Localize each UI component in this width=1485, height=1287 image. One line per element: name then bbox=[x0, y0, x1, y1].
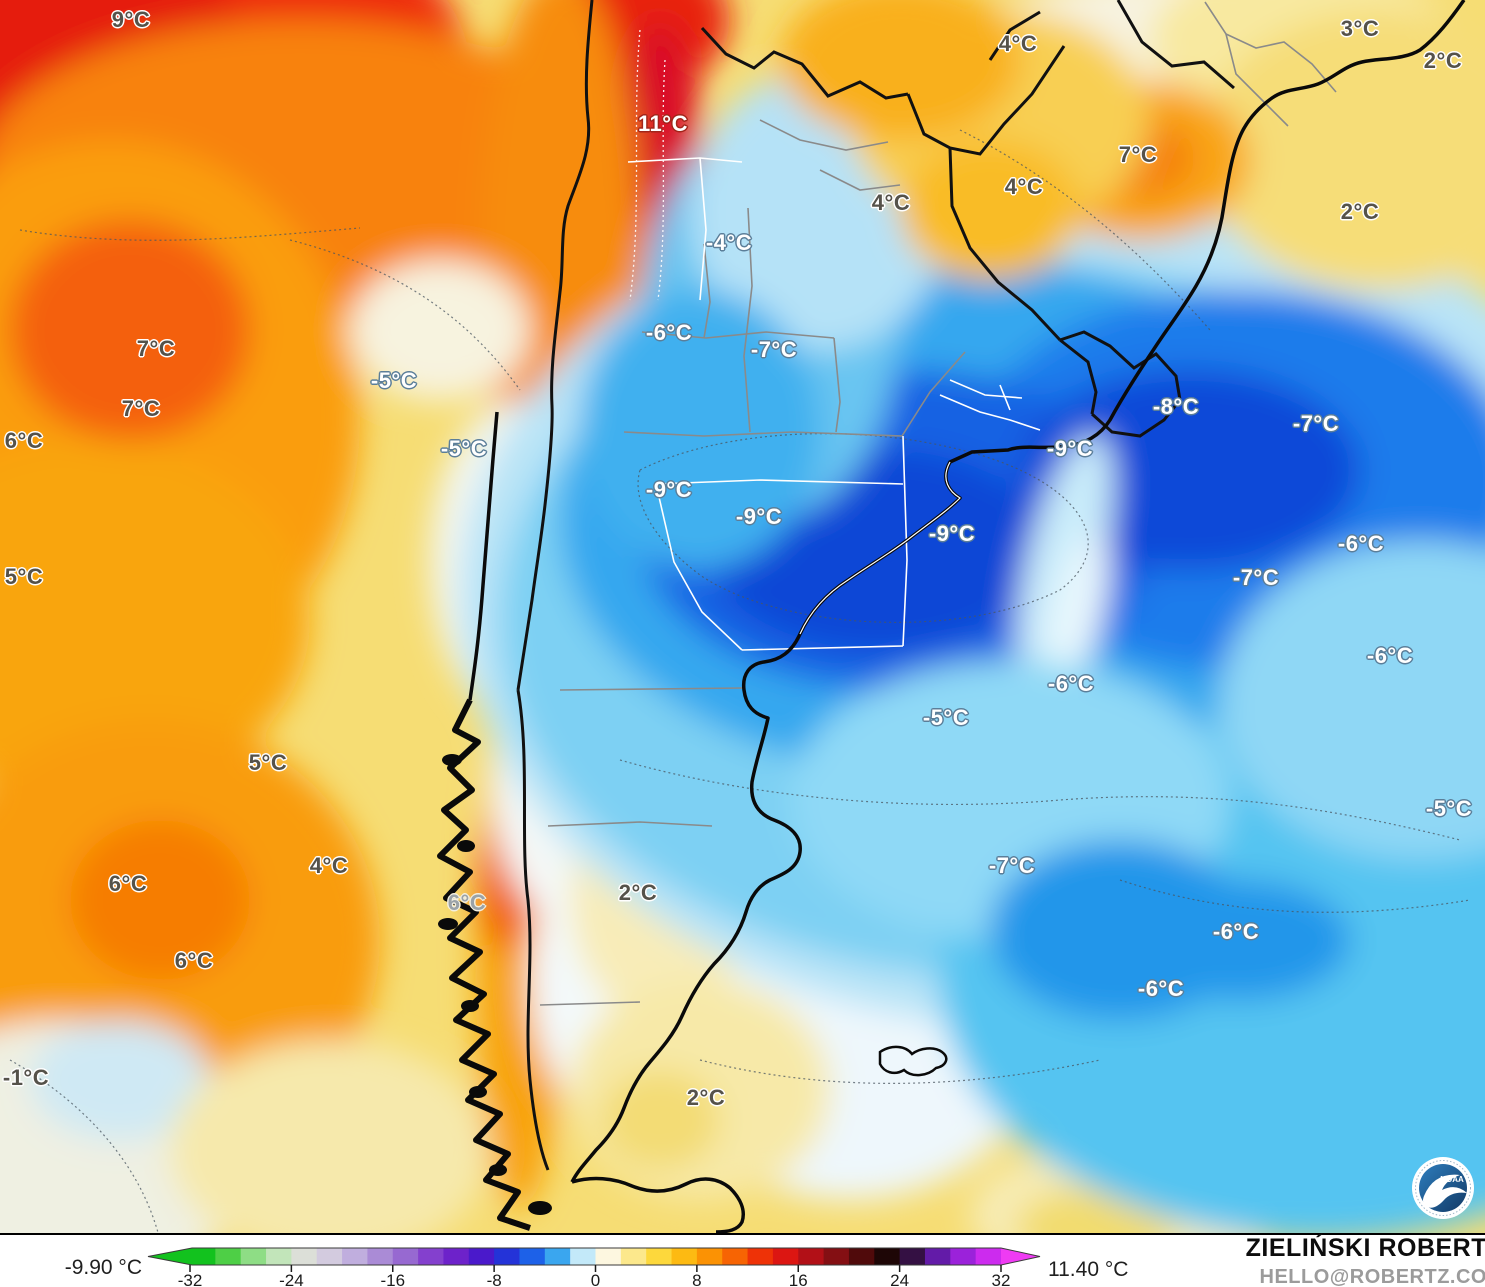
colorbar-segment bbox=[848, 1248, 875, 1265]
anomaly-color-field bbox=[0, 0, 1485, 1233]
colorbar-segment bbox=[747, 1248, 774, 1265]
colorbar-segment bbox=[392, 1248, 419, 1265]
colorbar-tick-label: -16 bbox=[380, 1271, 405, 1287]
colorbar-segment bbox=[950, 1248, 977, 1265]
colorbar-outline bbox=[147, 1247, 1041, 1266]
colorbar-tick-label: -8 bbox=[487, 1271, 502, 1287]
country-borders bbox=[516, 0, 1235, 1171]
colorbar-segment bbox=[544, 1248, 571, 1265]
colorbar-tick-label: 16 bbox=[789, 1271, 808, 1287]
colorbar-tick-label: 24 bbox=[890, 1271, 909, 1287]
colorbar-max-label: 11.40 °C bbox=[1048, 1258, 1129, 1281]
colorbar: -32 -24 -16 -8 0 8 16 24 32 bbox=[147, 1247, 1041, 1287]
colorbar-segment bbox=[772, 1248, 799, 1265]
colorbar-left-arrow bbox=[148, 1248, 192, 1265]
falkland-islands-outline bbox=[878, 1045, 948, 1077]
colorbar-tick-label: 0 bbox=[591, 1271, 600, 1287]
colorbar-segment bbox=[798, 1248, 825, 1265]
map-canvas: NOAA bbox=[0, 0, 1485, 1233]
colorbar-segment bbox=[696, 1248, 723, 1265]
colorbar-segment bbox=[190, 1248, 216, 1265]
colorbar-segment bbox=[494, 1248, 521, 1265]
colorbar-segment bbox=[215, 1248, 242, 1265]
colorbar-segment bbox=[722, 1248, 749, 1265]
colorbar-segment bbox=[519, 1248, 546, 1265]
colorbar-segment bbox=[975, 1248, 1002, 1265]
province-borders bbox=[539, 1, 1337, 1006]
colorbar-segment bbox=[418, 1248, 445, 1265]
colorbar-segment bbox=[646, 1248, 673, 1265]
colorbar-tick-label: 8 bbox=[692, 1271, 701, 1287]
noaa-gull-icon bbox=[1423, 1174, 1467, 1208]
coast-highlight bbox=[799, 461, 961, 635]
colorbar-segment bbox=[823, 1248, 850, 1265]
colorbar-segment bbox=[443, 1248, 470, 1265]
fjord-islets bbox=[438, 754, 552, 1215]
fjord-coast bbox=[437, 698, 531, 1231]
colorbar-segment bbox=[342, 1248, 369, 1265]
colorbar-segment bbox=[570, 1248, 597, 1265]
contour-lines-white bbox=[629, 29, 666, 301]
colorbar-segment bbox=[316, 1248, 343, 1265]
noaa-logo-text: NOAA bbox=[1440, 1175, 1464, 1184]
colorbar-tick-label: -24 bbox=[279, 1271, 304, 1287]
colorbar-segment bbox=[595, 1248, 622, 1265]
colorbar-min-label: -9.90 °C bbox=[64, 1256, 142, 1279]
colorbar-segment bbox=[468, 1248, 495, 1265]
temperature-anomaly-map: NOAA 9°C 11°C 4°C 3°C 2°C 7°C 4°C 4°C 2°C -4°C -6°… bbox=[0, 0, 1485, 1233]
colorbar-segment bbox=[291, 1248, 318, 1265]
colorbar-segment bbox=[874, 1248, 901, 1265]
colorbar-segment bbox=[924, 1248, 951, 1265]
colorbar-segment bbox=[266, 1248, 292, 1265]
attribution: ZIELIŃSKI ROBERT HELLO@ROBERTZ.CO bbox=[1246, 1236, 1485, 1287]
colorbar-segment bbox=[899, 1248, 926, 1265]
attribution-name: ZIELIŃSKI ROBERT bbox=[1245, 1234, 1485, 1262]
colorbar-segment bbox=[671, 1248, 698, 1265]
colorbar-segment bbox=[367, 1248, 394, 1265]
colorbar-segment bbox=[240, 1248, 267, 1265]
legend-footer: -32 -24 -16 -8 0 8 16 24 32 -9.90 °C 11.40 °C ZI… bbox=[0, 1233, 1485, 1287]
colorbar-tick-label: -32 bbox=[178, 1271, 203, 1287]
noaa-logo: NOAA bbox=[1412, 1157, 1474, 1219]
colorbar-segment bbox=[620, 1248, 647, 1265]
attribution-email: HELLO@ROBERTZ.CO bbox=[1259, 1266, 1485, 1287]
contour-lines bbox=[9, 129, 1471, 1233]
colorbar-right-arrow bbox=[1001, 1248, 1040, 1265]
colorbar-tick-label: 32 bbox=[992, 1271, 1011, 1287]
province-borders-white bbox=[627, 157, 1041, 651]
